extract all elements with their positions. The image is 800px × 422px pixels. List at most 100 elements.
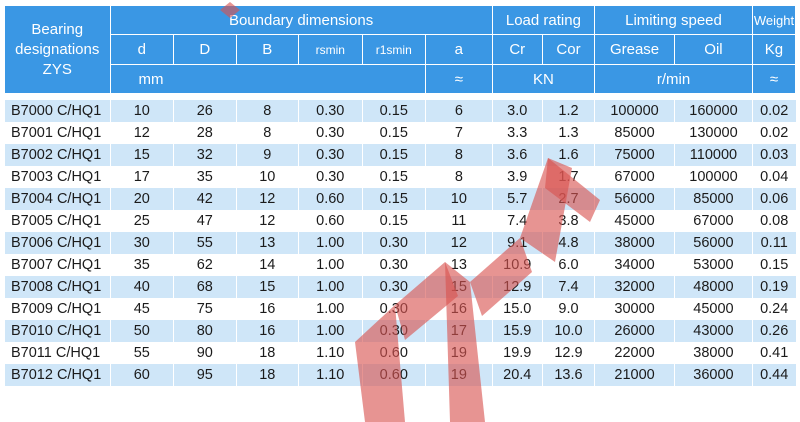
cell-rsmin: 1.10 bbox=[298, 364, 363, 386]
cell-designation: B7005 C/HQ1 bbox=[4, 210, 111, 232]
unit-approx-a: ≈ bbox=[425, 64, 493, 94]
cell-oil: 130000 bbox=[674, 122, 753, 144]
cell-r1smin: 0.15 bbox=[361, 122, 426, 144]
cell-B: 8 bbox=[235, 100, 299, 122]
table-row: B7007 C/HQ1 35 62 14 1.00 0.30 13 10.9 6.0 34000 5… bbox=[4, 254, 796, 276]
cell-oil: 45000 bbox=[674, 298, 753, 320]
table-row: B7003 C/HQ1 17 35 10 0.30 0.15 8 3.9 1.7 67000 100… bbox=[4, 166, 796, 188]
cell-B: 18 bbox=[235, 364, 299, 386]
cell-oil: 67000 bbox=[674, 210, 753, 232]
cell-cr: 20.4 bbox=[491, 364, 543, 386]
cell-r1smin: 0.15 bbox=[361, 144, 426, 166]
cell-weight: 0.08 bbox=[751, 210, 796, 232]
table-row: B7011 C/HQ1 55 90 18 1.10 0.60 19 19.9 12.9 22000… bbox=[4, 342, 796, 364]
cell-oil: 53000 bbox=[674, 254, 753, 276]
cell-a: 16 bbox=[425, 298, 493, 320]
cell-a: 10 bbox=[425, 188, 493, 210]
cell-a: 17 bbox=[425, 320, 493, 342]
header-gap bbox=[4, 93, 796, 100]
cell-d: 15 bbox=[109, 144, 174, 166]
cell-rsmin: 1.00 bbox=[298, 320, 363, 342]
cell-weight: 0.03 bbox=[751, 144, 796, 166]
cell-oil: 56000 bbox=[674, 232, 753, 254]
cell-a: 19 bbox=[425, 342, 493, 364]
cell-cr: 9.1 bbox=[491, 232, 543, 254]
cell-designation: B7008 C/HQ1 bbox=[4, 276, 111, 298]
col-header-cr: Cr bbox=[491, 34, 543, 65]
cell-cr: 3.6 bbox=[491, 144, 543, 166]
cell-grease: 32000 bbox=[594, 276, 675, 298]
col-header-d: d bbox=[109, 34, 175, 65]
cell-B: 18 bbox=[235, 342, 299, 364]
cell-rsmin: 1.00 bbox=[298, 232, 363, 254]
cell-cor: 1.3 bbox=[541, 122, 595, 144]
cell-grease: 30000 bbox=[594, 298, 675, 320]
cell-d: 25 bbox=[109, 210, 174, 232]
cell-designation: B7000 C/HQ1 bbox=[4, 100, 111, 122]
cell-cor: 9.0 bbox=[541, 298, 595, 320]
cell-D: 47 bbox=[173, 210, 237, 232]
col-group-limiting-speed: Limiting speed bbox=[594, 5, 753, 35]
col-group-weight: Weight bbox=[751, 5, 797, 35]
cell-D: 32 bbox=[173, 144, 237, 166]
cell-B: 10 bbox=[235, 166, 299, 188]
cell-rsmin: 0.60 bbox=[298, 210, 363, 232]
cell-D: 68 bbox=[173, 276, 237, 298]
cell-r1smin: 0.30 bbox=[361, 276, 426, 298]
cell-D: 28 bbox=[173, 122, 237, 144]
cell-rsmin: 0.30 bbox=[298, 100, 363, 122]
cell-oil: 160000 bbox=[674, 100, 753, 122]
cell-designation: B7006 C/HQ1 bbox=[4, 232, 111, 254]
cell-D: 80 bbox=[173, 320, 237, 342]
cell-d: 45 bbox=[109, 298, 174, 320]
cell-cr: 15.9 bbox=[491, 320, 543, 342]
col-group-boundary-dimensions: Boundary dimensions bbox=[109, 5, 493, 35]
col-header-rsmin: rsmin bbox=[298, 34, 363, 65]
cell-B: 12 bbox=[235, 188, 299, 210]
cell-r1smin: 0.15 bbox=[361, 188, 426, 210]
cell-r1smin: 0.30 bbox=[361, 320, 426, 342]
cell-rsmin: 0.30 bbox=[298, 144, 363, 166]
col-header-kg: Kg bbox=[751, 34, 797, 65]
cell-grease: 67000 bbox=[594, 166, 675, 188]
cell-D: 35 bbox=[173, 166, 237, 188]
cell-rsmin: 1.00 bbox=[298, 298, 363, 320]
cell-cor: 2.7 bbox=[541, 188, 595, 210]
cell-cor: 1.2 bbox=[541, 100, 595, 122]
cell-B: 16 bbox=[235, 298, 299, 320]
table-row: B7006 C/HQ1 30 55 13 1.00 0.30 12 9.1 4.8 38000 56… bbox=[4, 232, 796, 254]
col-header-D: D bbox=[173, 34, 237, 65]
cell-r1smin: 0.15 bbox=[361, 166, 426, 188]
table-row: B7008 C/HQ1 40 68 15 1.00 0.30 15 12.9 7.4 32000 4… bbox=[4, 276, 796, 298]
cell-d: 55 bbox=[109, 342, 174, 364]
cell-a: 7 bbox=[425, 122, 493, 144]
cell-cr: 3.0 bbox=[491, 100, 543, 122]
cell-grease: 85000 bbox=[594, 122, 675, 144]
table-row: B7012 C/HQ1 60 95 18 1.10 0.60 19 20.4 13.6 21000… bbox=[4, 364, 796, 386]
cell-cor: 13.6 bbox=[541, 364, 595, 386]
cell-designation: B7012 C/HQ1 bbox=[4, 364, 111, 386]
col-group-load-rating: Load rating bbox=[491, 5, 596, 35]
cell-oil: 38000 bbox=[674, 342, 753, 364]
cell-grease: 21000 bbox=[594, 364, 675, 386]
cell-a: 15 bbox=[425, 276, 493, 298]
cell-D: 75 bbox=[173, 298, 237, 320]
cell-grease: 45000 bbox=[594, 210, 675, 232]
cell-B: 12 bbox=[235, 210, 299, 232]
cell-r1smin: 0.60 bbox=[361, 364, 426, 386]
cell-a: 8 bbox=[425, 144, 493, 166]
cell-rsmin: 0.30 bbox=[298, 166, 363, 188]
cell-cor: 6.0 bbox=[541, 254, 595, 276]
cell-d: 60 bbox=[109, 364, 174, 386]
table-row: B7010 C/HQ1 50 80 16 1.00 0.30 17 15.9 10.0 26000… bbox=[4, 320, 796, 342]
col-header-designation: Bearing designations ZYS bbox=[4, 5, 111, 94]
cell-rsmin: 0.60 bbox=[298, 188, 363, 210]
col-header-a: a bbox=[425, 34, 493, 65]
cell-cor: 12.9 bbox=[541, 342, 595, 364]
cell-D: 95 bbox=[173, 364, 237, 386]
cell-a: 13 bbox=[425, 254, 493, 276]
cell-a: 12 bbox=[425, 232, 493, 254]
cell-r1smin: 0.60 bbox=[361, 342, 426, 364]
cell-cr: 15.0 bbox=[491, 298, 543, 320]
cell-a: 19 bbox=[425, 364, 493, 386]
